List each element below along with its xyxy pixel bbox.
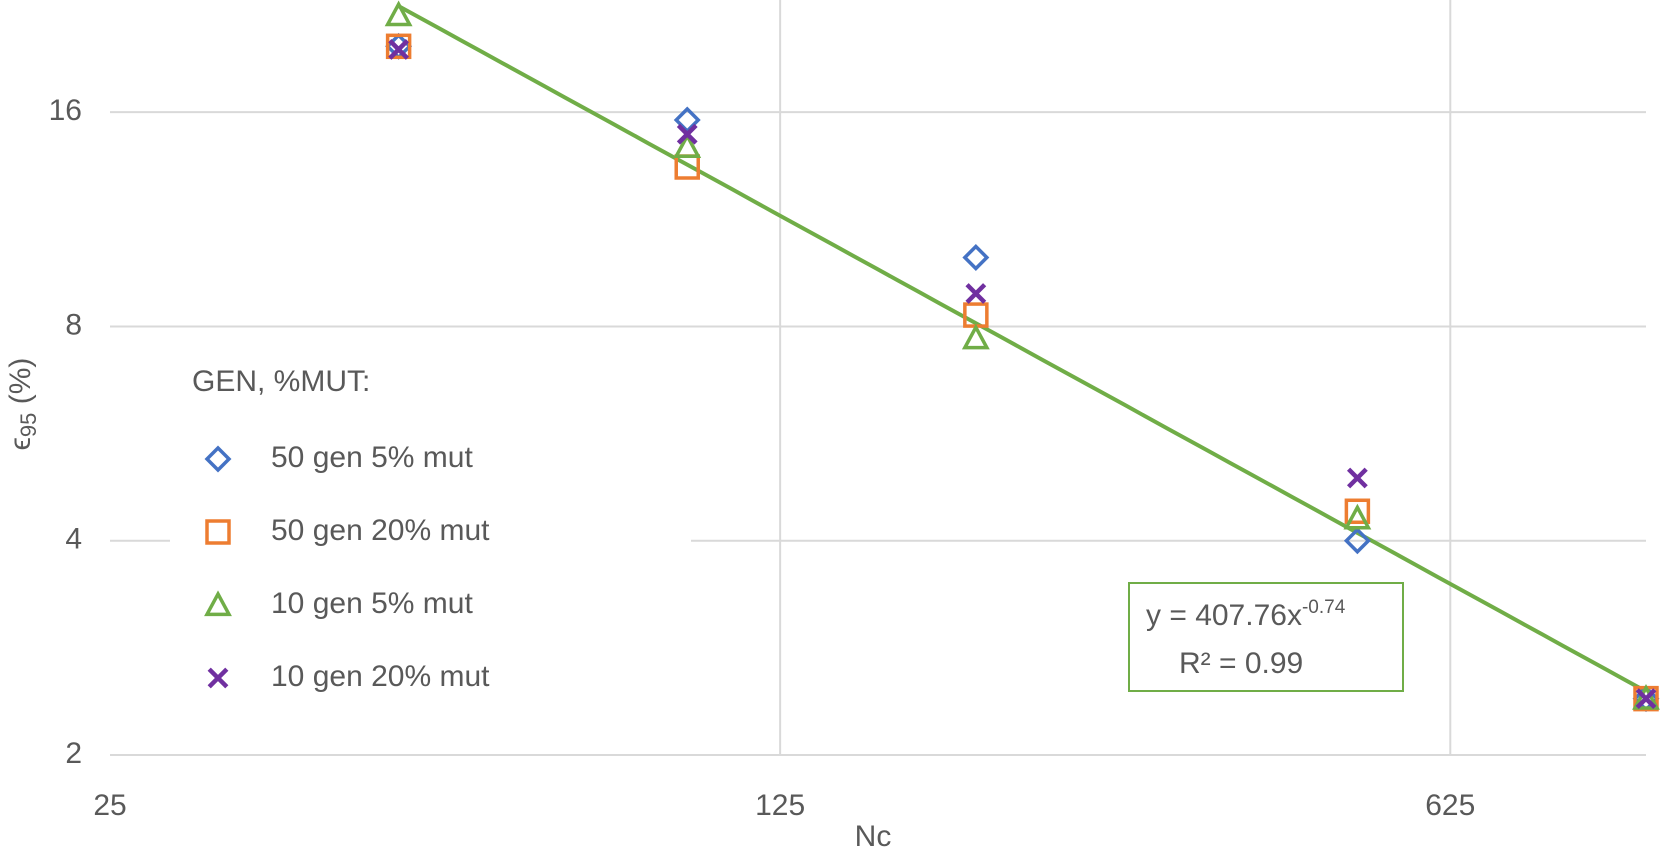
legend-marker bbox=[207, 667, 229, 689]
marker bbox=[384, 0, 413, 27]
legend: GEN, %MUT: 50 gen 5% mut 50 gen 20% mut 10 … bbox=[170, 351, 691, 734]
x-tick-label: 25 bbox=[93, 789, 126, 822]
x-tick-label: 125 bbox=[755, 789, 805, 822]
legend-marker bbox=[205, 519, 231, 545]
marker bbox=[961, 323, 990, 350]
marker bbox=[1343, 527, 1371, 555]
legend-label: 50 gen 20% mut bbox=[271, 514, 490, 547]
y-label-symbol: ϵ bbox=[4, 437, 37, 450]
marker bbox=[1632, 683, 1660, 710]
legend-label: 10 gen 5% mut bbox=[271, 587, 473, 620]
y-label-unit: (%) bbox=[4, 358, 37, 413]
trendline-r2: R² = 0.99 bbox=[1179, 647, 1303, 680]
marker bbox=[1343, 503, 1372, 530]
trendline-label-box bbox=[1128, 582, 1404, 692]
y-tick-label: 16 bbox=[49, 94, 82, 127]
marker bbox=[673, 132, 702, 159]
marker bbox=[1346, 467, 1368, 489]
legend-label: 10 gen 20% mut bbox=[271, 660, 490, 693]
trendline-equation: y = 407.76x-0.74 bbox=[1146, 597, 1346, 632]
marker bbox=[1635, 688, 1657, 710]
equation-text: y = 407.76x bbox=[1146, 599, 1302, 632]
x-axis-label: Nc bbox=[855, 820, 892, 853]
legend-marker bbox=[204, 590, 232, 617]
legend-background bbox=[170, 351, 691, 734]
y-tick-label: 2 bbox=[65, 737, 82, 770]
trendline bbox=[397, 4, 1647, 694]
marker bbox=[965, 283, 987, 304]
legend-marker bbox=[204, 445, 232, 473]
marker bbox=[676, 123, 698, 145]
marker bbox=[1344, 498, 1371, 525]
y-tick-label: 4 bbox=[65, 523, 82, 556]
legend-title: GEN, %MUT: bbox=[192, 365, 370, 398]
y-axis-label: ϵ95 (%) bbox=[4, 358, 41, 451]
marker bbox=[388, 39, 410, 60]
legend-label: 50 gen 5% mut bbox=[271, 441, 473, 474]
y-label-subscript: 95 bbox=[16, 413, 41, 437]
y-tick-label: 8 bbox=[65, 308, 82, 341]
trendline-label: y = 407.76x-0.74 R² = 0.99 bbox=[1128, 582, 1404, 692]
marker bbox=[962, 244, 990, 271]
x-tick-label: 625 bbox=[1425, 789, 1475, 822]
equation-exponent: -0.74 bbox=[1302, 597, 1346, 618]
points bbox=[384, 0, 1660, 713]
marker bbox=[385, 33, 412, 60]
marker bbox=[673, 106, 701, 134]
